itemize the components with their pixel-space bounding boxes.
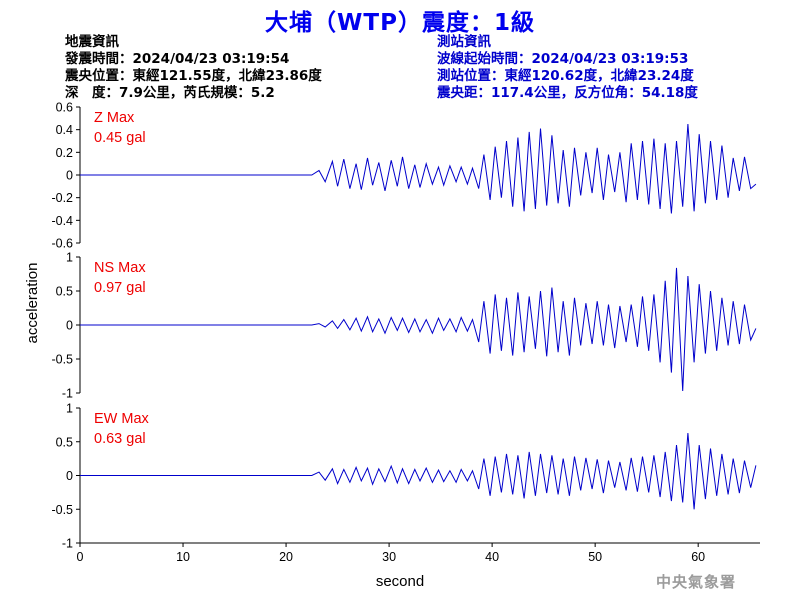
x-axis-label: second	[376, 573, 424, 590]
wave-onset-time: 波線起始時間：2024/04/23 03:19:53	[437, 51, 689, 67]
x-tick-label: 60	[691, 550, 705, 564]
epicentral-distance: 震央距：117.4公里，反方位角：54.18度	[437, 85, 698, 101]
station-info: 測站資訊 波線起始時間：2024/04/23 03:19:53 測站位置：東經1…	[437, 34, 698, 102]
epicenter-position: 震央位置：東經121.55度，北緯23.86度	[65, 68, 322, 84]
y-tick-label-NS: 0.5	[56, 285, 73, 299]
y-tick-label-EW: -1	[62, 537, 73, 551]
max-value-Z: 0.45 gal	[94, 130, 146, 146]
y-tick-label-EW: -0.5	[51, 503, 73, 517]
agency-name: 中央氣象署	[656, 573, 737, 591]
earthquake-info-heading: 地震資訊	[65, 34, 119, 50]
waveform-trace-NS	[80, 267, 757, 392]
y-tick-label-NS: 0	[66, 319, 73, 333]
y-tick-label-Z: -0.2	[51, 191, 73, 205]
x-tick-label: 0	[77, 550, 84, 564]
waveform-trace-Z	[80, 123, 757, 214]
depth-magnitude: 深 度：7.9公里，芮氏規模：5.2	[65, 85, 275, 101]
y-tick-label-EW: 1	[66, 402, 73, 416]
y-tick-label-Z: 0.2	[56, 146, 73, 160]
y-tick-label-NS: -0.5	[51, 353, 73, 367]
waveform-trace-EW	[80, 432, 757, 510]
y-axis-label: acceleration	[24, 263, 41, 344]
station-info-heading: 測站資訊	[437, 34, 491, 50]
max-label-EW: EW Max	[94, 411, 150, 427]
max-label-Z: Z Max	[94, 110, 135, 126]
y-tick-label-NS: 1	[66, 251, 73, 265]
y-tick-label-Z: 0.6	[56, 101, 73, 115]
x-tick-label: 10	[176, 550, 190, 564]
page-title: 大埔（WTP）震度：1級	[265, 10, 535, 36]
y-tick-label-EW: 0	[66, 469, 73, 483]
x-tick-label: 30	[382, 550, 396, 564]
max-value-NS: 0.97 gal	[94, 280, 146, 296]
max-value-EW: 0.63 gal	[94, 431, 146, 447]
y-tick-label-Z: 0.4	[56, 123, 73, 137]
y-tick-label-EW: 0.5	[56, 435, 73, 449]
y-tick-label-Z: 0	[66, 169, 73, 183]
x-tick-label: 40	[485, 550, 499, 564]
x-tick-label: 50	[588, 550, 602, 564]
y-tick-label-NS: -1	[62, 387, 73, 401]
station-position: 測站位置：東經120.62度，北緯23.24度	[437, 68, 694, 84]
y-tick-label-Z: -0.4	[51, 214, 73, 228]
max-label-NS: NS Max	[94, 260, 146, 276]
x-tick-label: 20	[279, 550, 293, 564]
y-tick-label-Z: -0.6	[51, 237, 73, 251]
origin-time: 發震時間：2024/04/23 03:19:54	[65, 51, 290, 67]
earthquake-info: 地震資訊 發震時間：2024/04/23 03:19:54 震央位置：東經121…	[65, 34, 322, 102]
